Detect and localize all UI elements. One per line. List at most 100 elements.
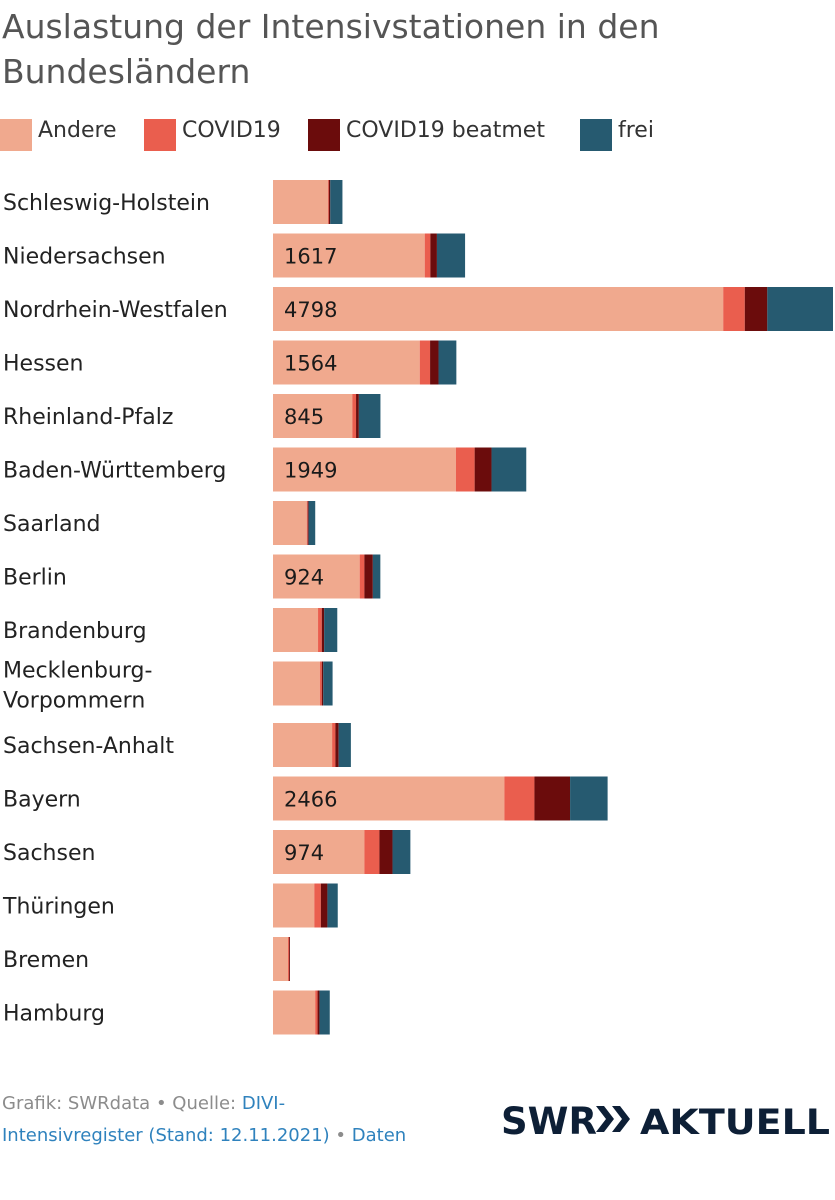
bar-segment-andere — [273, 501, 307, 545]
bar-segment-covid19-beatmet — [379, 830, 393, 874]
bar-segment-covid19-beatmet — [364, 554, 373, 599]
value-label: 974 — [284, 841, 324, 865]
bar-segment-frei — [330, 180, 343, 224]
bar-segment-covid19-beatmet — [534, 776, 571, 821]
bar-segment-andere — [273, 723, 333, 767]
bar-segment-covid19-beatmet — [317, 990, 320, 1035]
bar-segment-andere — [273, 990, 316, 1035]
category-label: Bremen — [3, 948, 89, 973]
bar-segment-covid19-beatmet — [356, 394, 359, 438]
swr-aktuell-logo: SWR AKTUELL — [501, 1100, 830, 1142]
category-label: Schleswig-Holstein — [3, 191, 210, 216]
bar-segment-andere — [273, 394, 353, 438]
bar-row-bremen: Bremen — [3, 937, 290, 981]
value-label: 845 — [284, 405, 324, 429]
category-label: Mecklenburg-Vorpommern — [3, 659, 152, 714]
category-label: Sachsen — [3, 841, 95, 866]
category-label: Hamburg — [3, 1002, 105, 1027]
bar-segment-covid19 — [332, 723, 336, 767]
bar-segment-covid19 — [314, 883, 321, 928]
value-label: 1564 — [284, 352, 337, 376]
category-label: Rheinland-Pfalz — [3, 405, 173, 430]
bar-segment-frei — [358, 394, 381, 438]
bar-row-berlin: Berlin 924 — [3, 554, 381, 599]
bar-segment-andere — [273, 776, 505, 821]
bar-segment-covid19 — [419, 340, 431, 385]
bar-segment-covid19 — [288, 937, 289, 981]
bar-segment-covid19-beatmet — [321, 608, 325, 652]
legend-label-covid19-beatmet: COVID19 beatmet — [346, 118, 545, 143]
footer-source-label: Quelle: — [172, 1093, 237, 1114]
legend-swatch-andere — [0, 119, 32, 151]
bar-segment-covid19 — [455, 447, 475, 492]
bar-segment-covid19 — [319, 661, 322, 706]
legend-swatch-covid19-beatmet — [308, 119, 340, 151]
footer-credit: Grafik: SWRdata — [2, 1093, 151, 1114]
chart-title: Auslastung der Intensivstationen in den … — [2, 7, 660, 91]
legend-label-covid19: COVID19 — [182, 118, 281, 143]
legend-swatch-frei — [580, 119, 612, 151]
bar-segment-covid19-beatmet — [328, 180, 331, 224]
category-label: Sachsen-Anhalt — [3, 734, 174, 759]
value-label: 1617 — [284, 245, 337, 269]
category-label: Brandenburg — [3, 619, 147, 644]
bar-segment-frei — [438, 340, 457, 385]
logo-chevron-2 — [612, 1106, 630, 1132]
source-link-part-2[interactable]: Intensivregister (Stand: 12.11.2021) — [2, 1125, 330, 1146]
bar-segment-covid19 — [315, 990, 318, 1035]
bar-segment-andere — [273, 340, 420, 385]
bar-segment-frei — [372, 554, 381, 599]
logo-chevron-1 — [596, 1106, 614, 1132]
bar-segment-covid19 — [723, 287, 745, 331]
bar-segment-frei — [338, 723, 351, 767]
bar-segment-covid19-beatmet — [335, 723, 339, 767]
bar-row-schleswig-holstein: Schleswig-Holstein — [3, 180, 343, 224]
bar-segment-covid19-beatmet — [474, 447, 492, 492]
bar-row-hessen: Hessen 1564 — [3, 340, 457, 385]
category-label: Berlin — [3, 566, 67, 591]
bar-segment-andere — [273, 287, 724, 331]
bar-row-mecklenburg-vorpommern: Mecklenburg-Vorpommern — [3, 659, 333, 714]
bar-segment-frei — [570, 776, 608, 821]
value-label: 4798 — [284, 298, 337, 322]
footer-separator-1: • — [155, 1093, 167, 1114]
bar-row-bayern: Bayern 2466 — [3, 776, 608, 821]
footer-line-2: Intensivregister (Stand: 12.11.2021) • D… — [2, 1120, 492, 1152]
value-label: 2466 — [284, 788, 337, 812]
bar-segment-frei — [491, 447, 527, 492]
bar-segment-covid19-beatmet — [307, 501, 309, 545]
bar-segment-covid19 — [318, 608, 322, 652]
bar-segment-covid19-beatmet — [430, 233, 437, 278]
category-label: Saarland — [3, 512, 100, 537]
bar-segment-andere — [273, 883, 315, 928]
bar-segment-andere — [273, 447, 456, 492]
bar-segment-covid19 — [327, 180, 329, 224]
bar-segment-andere — [273, 661, 320, 706]
source-link-part-1[interactable]: DIVI- — [241, 1093, 286, 1114]
bar-segment-covid19 — [364, 830, 380, 874]
footer-line-1: Grafik: SWRdata • Quelle: DIVI- — [2, 1088, 492, 1120]
bar-segment-andere — [273, 830, 365, 874]
bar-segment-covid19 — [352, 394, 357, 438]
bar-segment-andere — [273, 233, 425, 278]
bar-segment-covid19 — [504, 776, 535, 821]
logo-swr-text: SWR — [501, 1100, 597, 1142]
category-label: Thüringen — [2, 895, 115, 920]
bar-segment-covid19-beatmet — [320, 883, 328, 928]
bar-row-nordrhein-westfalen: Nordrhein-Westfalen 4798 — [3, 287, 833, 331]
bar-segment-frei — [392, 830, 411, 874]
value-label: 1949 — [284, 459, 337, 483]
bar-row-baden-w-rttemberg: Baden-Württemberg 1949 — [3, 447, 527, 492]
footer-separator-2: • — [335, 1125, 347, 1146]
logo-aktuell-text: AKTUELL — [640, 1103, 830, 1142]
bar-row-hamburg: Hamburg — [3, 990, 330, 1035]
bar-segment-covid19-beatmet — [321, 661, 324, 706]
bar-segment-frei — [436, 233, 466, 278]
bar-segment-frei — [767, 287, 833, 331]
category-label: Bayern — [3, 788, 81, 813]
legend-label-andere: Andere — [38, 118, 117, 143]
bar-row-saarland: Saarland — [3, 501, 316, 545]
bar-segment-andere — [273, 937, 289, 981]
data-link[interactable]: Daten — [351, 1125, 407, 1146]
bar-segment-frei — [323, 661, 333, 706]
